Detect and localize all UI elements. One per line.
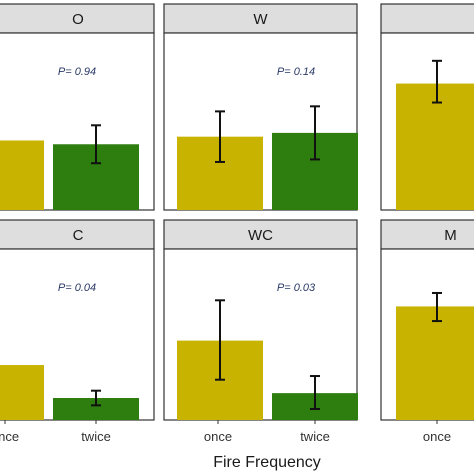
facet-strip xyxy=(0,3,155,34)
bar-once xyxy=(0,365,44,420)
error-bar-twice xyxy=(310,375,320,411)
x-tick-label: twice xyxy=(300,429,330,444)
facet-strip xyxy=(163,219,358,250)
p-value-label: P= 0.03 xyxy=(277,282,316,294)
facet-panel-c: C P= 0.04 once twice xyxy=(0,219,155,444)
facet-strip xyxy=(380,3,474,34)
error-bar-once xyxy=(432,291,442,323)
facet-strip-label: M xyxy=(444,227,457,244)
facet-strip xyxy=(380,219,474,250)
facet-strip-label: C xyxy=(73,227,84,244)
error-bar-twice xyxy=(310,105,320,161)
facet-strip-label: WC xyxy=(248,227,273,244)
p-value-label: P= 0.14 xyxy=(277,66,315,78)
facet-panel-w: W P= 0.14 xyxy=(163,3,358,211)
facet-strip xyxy=(0,219,155,250)
x-axis-label: Fire Frequency xyxy=(213,454,321,471)
facet-panel-unlabeled xyxy=(380,3,474,211)
error-bar-once xyxy=(215,110,225,163)
facet-panel-o: O P= 0.94 xyxy=(0,3,155,211)
bar-once xyxy=(396,306,474,420)
error-bar-once xyxy=(432,59,442,104)
x-tick-label: once xyxy=(0,429,19,444)
bar-once xyxy=(0,140,44,210)
bar-once xyxy=(396,83,474,210)
p-value-label: P= 0.04 xyxy=(58,282,96,294)
facet-strip-label: O xyxy=(72,11,84,28)
x-tick-label: once xyxy=(423,429,451,444)
error-bar-twice xyxy=(91,389,101,407)
bar-twice xyxy=(53,398,139,420)
facet-panel-wc: WC P= 0.03 once twice xyxy=(163,219,358,444)
p-value-label: P= 0.94 xyxy=(58,66,96,78)
error-bar-once xyxy=(215,299,225,381)
x-tick-label: once xyxy=(204,429,232,444)
x-tick-label: twice xyxy=(81,429,111,444)
error-bar-twice xyxy=(91,124,101,165)
facet-strip-label: W xyxy=(253,11,268,28)
